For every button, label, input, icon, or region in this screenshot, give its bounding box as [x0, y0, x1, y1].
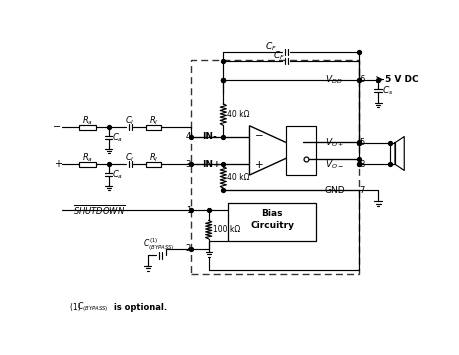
Text: $C_a$: $C_a$	[112, 131, 123, 143]
Text: 2: 2	[186, 245, 191, 253]
Text: $V_{DD}$: $V_{DD}$	[325, 73, 342, 86]
Text: $C_{(BYPASS)}^{(1)}$: $C_{(BYPASS)}^{(1)}$	[143, 236, 174, 253]
Text: $C_F$: $C_F$	[265, 40, 277, 53]
Text: $\overline{SHUTDOWN}$: $\overline{SHUTDOWN}$	[73, 203, 125, 218]
Bar	[191, 60, 359, 274]
Text: $V_{O-}$: $V_{O-}$	[325, 158, 344, 170]
Text: $C_{(BYPASS)}$: $C_{(BYPASS)}$	[77, 301, 109, 315]
Text: GND: GND	[324, 186, 345, 195]
Text: 40 kΩ: 40 kΩ	[227, 173, 250, 182]
Text: IN-: IN-	[202, 132, 217, 141]
Text: −: −	[255, 131, 263, 141]
Text: $C_a$: $C_a$	[112, 168, 123, 181]
Text: 5: 5	[359, 138, 365, 147]
Text: $C_I$: $C_I$	[125, 114, 135, 127]
Text: 4: 4	[186, 132, 191, 141]
Text: $R_I$: $R_I$	[149, 151, 158, 164]
Bar	[390, 143, 395, 164]
Text: $R_I$: $R_I$	[149, 114, 158, 127]
Text: +: +	[54, 159, 62, 169]
Bar	[228, 203, 316, 241]
Text: 6: 6	[359, 75, 365, 84]
Text: 5 V DC: 5 V DC	[385, 75, 419, 84]
Text: 8: 8	[359, 160, 365, 169]
Bar	[285, 126, 316, 175]
Text: 7: 7	[359, 186, 365, 195]
Text: $R_a$: $R_a$	[82, 151, 93, 164]
Text: 3: 3	[185, 160, 191, 169]
Text: 1: 1	[186, 206, 191, 215]
Text: $C_F$: $C_F$	[273, 49, 285, 62]
Text: $C_I$: $C_I$	[125, 151, 135, 164]
Text: Bias: Bias	[262, 209, 283, 218]
Text: is optional.: is optional.	[111, 303, 167, 312]
Text: (1): (1)	[70, 303, 83, 312]
Text: $R_a$: $R_a$	[82, 114, 93, 127]
Text: $V_{O+}$: $V_{O+}$	[325, 136, 344, 149]
Bar	[79, 125, 96, 130]
Text: Circuitry: Circuitry	[250, 222, 294, 230]
Text: IN+: IN+	[202, 160, 220, 169]
Bar	[146, 125, 161, 130]
Bar	[146, 162, 161, 167]
Bar	[79, 162, 96, 167]
Text: 100 kΩ: 100 kΩ	[213, 225, 240, 234]
Text: +: +	[255, 160, 263, 170]
Text: $C_s$: $C_s$	[382, 84, 393, 97]
Text: 40 kΩ: 40 kΩ	[227, 110, 250, 119]
Text: −: −	[54, 122, 62, 132]
